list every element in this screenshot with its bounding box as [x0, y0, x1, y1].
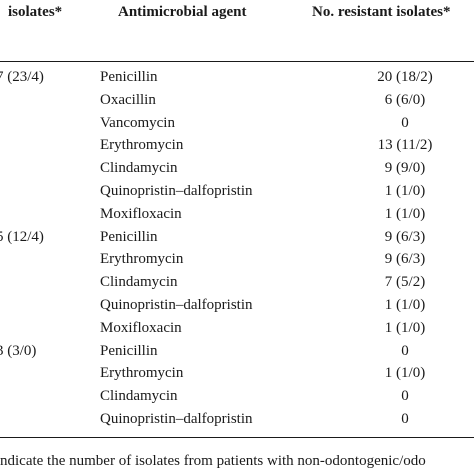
agent-cell: Moxifloxacin	[100, 319, 182, 336]
resistant-cell: 1 (1/0)	[384, 183, 426, 199]
header-rule	[0, 61, 474, 62]
resistant-cell: 1 (1/0)	[384, 365, 426, 382]
resistant-cell: 9 (6/3)	[384, 228, 426, 245]
header-resistant-isolates: No. resistant isolates*	[312, 4, 451, 20]
agent-cell: Erythromycin	[100, 137, 184, 154]
resistant-cell: 0	[401, 114, 409, 131]
resistant-cell: 0	[401, 388, 409, 405]
agent-cell: Penicillin	[100, 228, 158, 245]
resistant-cell: 7 (5/2)	[384, 274, 426, 291]
resistant-cell: 0	[401, 411, 409, 427]
agent-cell: Clindamycin	[100, 388, 178, 405]
agent-cell: Erythromycin	[100, 251, 184, 268]
resistant-cell: 9 (9/0)	[384, 160, 426, 177]
agent-cell: Penicillin	[100, 342, 158, 359]
resistant-cell: 13 (11/2)	[377, 137, 433, 154]
agent-cell: Erythromycin	[100, 365, 184, 382]
bottom-rule	[0, 437, 474, 438]
group-isolates: 5 (12/4)	[0, 228, 44, 245]
agent-cell: Clindamycin	[100, 274, 178, 291]
resistant-cell: 0	[401, 342, 409, 359]
agent-cell: Quinopristin–dalfopristin	[100, 411, 253, 427]
agent-cell: Penicillin	[100, 69, 158, 85]
agent-cell: Quinopristin–dalfopristin	[100, 183, 253, 199]
agent-cell: Clindamycin	[100, 160, 178, 177]
resistant-cell: 20 (18/2)	[377, 69, 433, 85]
group-isolates: 7 (23/4)	[0, 69, 44, 85]
resistant-cell: 1 (1/0)	[384, 319, 426, 336]
agent-cell: Moxifloxacin	[100, 205, 182, 222]
resistant-cell: 1 (1/0)	[384, 297, 426, 313]
table-footnote: ndicate the number of isolates from pati…	[0, 453, 426, 469]
agent-cell: Oxacillin	[100, 91, 156, 108]
group-isolates: 3 (3/0)	[0, 342, 37, 359]
agent-cell: Quinopristin–dalfopristin	[100, 297, 253, 313]
resistant-cell: 6 (6/0)	[384, 91, 426, 108]
resistant-cell: 9 (6/3)	[384, 251, 426, 268]
resistant-cell: 1 (1/0)	[384, 205, 426, 222]
header-antimicrobial-agent: Antimicrobial agent	[118, 4, 247, 20]
agent-cell: Vancomycin	[100, 114, 175, 131]
header-isolates: isolates*	[8, 4, 63, 20]
